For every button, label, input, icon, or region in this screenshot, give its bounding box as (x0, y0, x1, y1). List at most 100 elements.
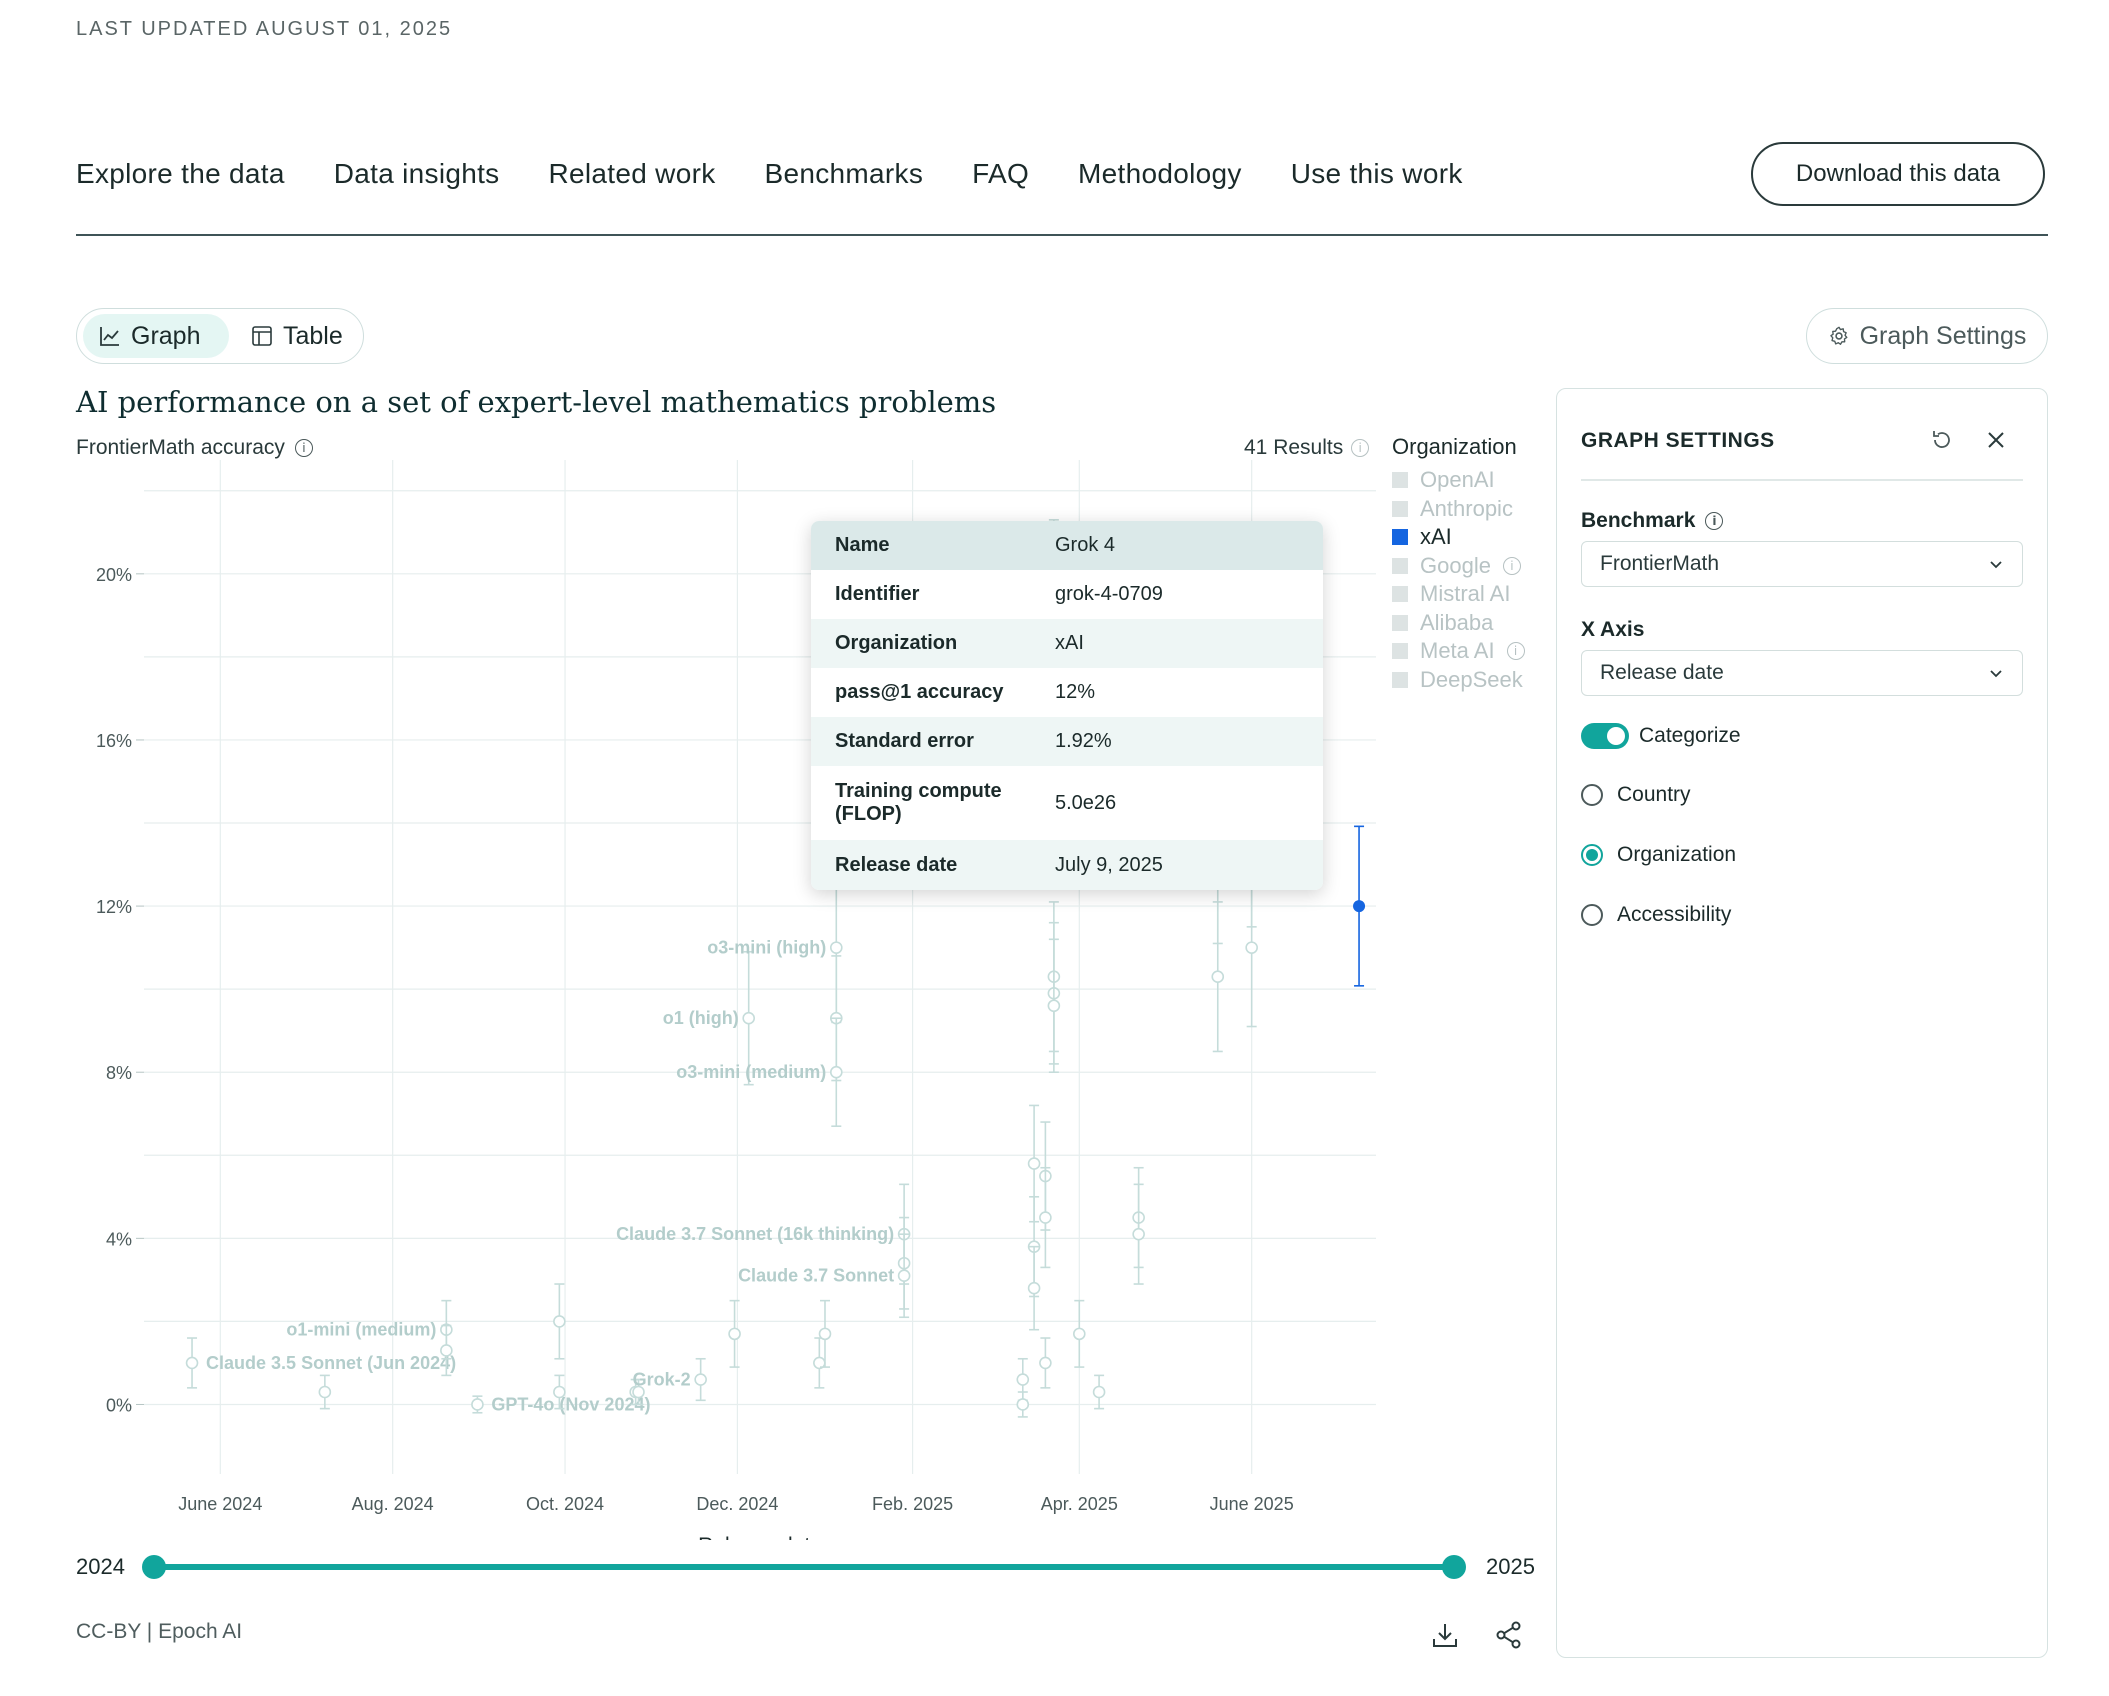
tooltip-row-name: Name Grok 4 (811, 521, 1323, 570)
legend-swatch (1392, 614, 1408, 631)
data-point (1027, 1281, 1041, 1295)
graph-settings-panel: GRAPH SETTINGS Benchmark i FrontierMath … (1556, 388, 2048, 1658)
graph-settings-label: Graph Settings (1859, 321, 2027, 350)
info-icon[interactable]: i (1502, 556, 1521, 575)
nav-benchmarks[interactable]: Benchmarks (764, 158, 924, 189)
panel-title: GRAPH SETTINGS (1581, 429, 1775, 452)
legend-swatch (1392, 643, 1408, 660)
legend-label: OpenAI (1420, 467, 1495, 493)
data-point-label: Claude 3.7 Sonnet (16k thinking) (616, 1224, 894, 1244)
range-min-label: 2024 (76, 1554, 125, 1579)
nav-explore-data[interactable]: Explore the data (76, 158, 285, 189)
download-data-button[interactable]: Download this data (1751, 142, 2045, 206)
x-tick-label: Apr. 2025 (1041, 1494, 1118, 1514)
info-icon[interactable]: i (1705, 512, 1724, 530)
radio-country[interactable]: Country (1581, 783, 1691, 807)
tooltip-row-accuracy: pass@1 accuracy 12% (811, 668, 1323, 717)
data-point-label: Claude 3.7 Sonnet (738, 1266, 894, 1286)
download-icon[interactable] (1430, 1620, 1460, 1650)
results-count: 41 Results i (1244, 436, 1370, 460)
nav-use-this-work[interactable]: Use this work (1290, 158, 1463, 189)
tooltip-key: Training compute (FLOP) (835, 780, 1002, 825)
graph-view-button[interactable]: Graph (83, 314, 229, 358)
legend-swatch (1392, 472, 1408, 489)
tooltip-row-release-date: Release date July 9, 2025 (811, 840, 1323, 890)
data-point-highlight (1353, 900, 1366, 913)
data-point (1073, 1327, 1086, 1341)
main-nav: Explore the data Data insights Related w… (76, 158, 1463, 190)
tooltip-key: Standard error (835, 730, 974, 752)
line-chart-icon (100, 327, 119, 346)
nav-faq[interactable]: FAQ (972, 158, 1030, 189)
data-point-label: Grok-2 (633, 1370, 691, 1390)
radio-label: Organization (1617, 843, 1737, 866)
data-point-label: o1 (high) (663, 1008, 739, 1028)
legend-item[interactable]: Google i (1392, 552, 1525, 581)
table-view-button[interactable]: Table (235, 314, 359, 358)
radio-label: Country (1617, 783, 1691, 806)
chart-subtitle-text: FrontierMath accuracy (76, 436, 285, 459)
radio-indicator (1581, 904, 1603, 926)
tooltip-value: July 9, 2025 (1055, 853, 1163, 876)
legend-label: Google (1420, 552, 1491, 578)
data-point (318, 1385, 332, 1399)
chart-title: AI performance on a set of expert-level … (76, 385, 997, 419)
tooltip-key: Identifier (835, 583, 920, 605)
data-point (1047, 999, 1061, 1013)
share-icon[interactable] (1494, 1620, 1524, 1650)
gear-icon (1829, 326, 1848, 345)
toggle-knob (1607, 727, 1625, 745)
range-min-handle[interactable] (142, 1555, 166, 1579)
x-tick-label: June 2024 (178, 1494, 262, 1514)
x-tick-label: June 2025 (1210, 1494, 1294, 1514)
tooltip-value: 5.0e26 (1055, 791, 1117, 814)
legend-item[interactable]: OpenAI (1392, 466, 1525, 495)
info-icon[interactable]: i (294, 439, 313, 457)
radio-label: Accessibility (1617, 903, 1732, 926)
tooltip-key: Name (835, 534, 890, 556)
x-tick-label: Aug. 2024 (352, 1494, 434, 1514)
reset-icon[interactable] (1929, 427, 1955, 453)
data-point-label: o3-mini (medium) (676, 1062, 826, 1082)
tooltip-row-standard-error: Standard error 1.92% (811, 717, 1323, 766)
nav-data-insights[interactable]: Data insights (333, 158, 500, 189)
radio-accessibility[interactable]: Accessibility (1581, 903, 1731, 927)
radio-organization[interactable]: Organization (1581, 843, 1736, 867)
x-axis-label: X Axis (1581, 618, 1645, 641)
categorize-toggle[interactable]: Categorize (1581, 723, 1741, 749)
legend-item[interactable]: DeepSeek (1392, 666, 1525, 695)
benchmark-label-text: Benchmark (1581, 509, 1696, 532)
legend-item[interactable]: Anthropic (1392, 495, 1525, 524)
range-track[interactable] (154, 1564, 1454, 1570)
nav-methodology[interactable]: Methodology (1078, 158, 1242, 189)
view-toggle: Graph Table (76, 308, 364, 364)
info-icon[interactable]: i (1506, 642, 1525, 661)
legend-label: Anthropic (1420, 495, 1513, 521)
y-tick-label: 4% (106, 1229, 132, 1249)
range-max-handle[interactable] (1442, 1555, 1466, 1579)
legend-title: Organization (1392, 434, 1517, 459)
nav-related-work[interactable]: Related work (548, 158, 716, 189)
legend-item[interactable]: Meta AI i (1392, 637, 1525, 666)
tooltip-key: Release date (835, 853, 958, 876)
legend-item[interactable]: Mistral AI (1392, 580, 1525, 609)
data-point (440, 1344, 453, 1357)
data-tooltip: Name Grok 4 Identifier grok-4-0709 Organiz… (811, 521, 1323, 890)
data-point (471, 1398, 484, 1411)
legend-item[interactable]: xAI (1392, 523, 1525, 552)
graph-settings-button[interactable]: Graph Settings (1806, 308, 2048, 364)
legend-label: DeepSeek (1420, 666, 1523, 692)
x-axis-select[interactable]: Release date (1581, 650, 2023, 696)
legend-label: Mistral AI (1420, 581, 1511, 607)
info-icon[interactable]: i (1351, 439, 1370, 457)
y-tick-label: 12% (96, 897, 132, 917)
tooltip-value: xAI (1055, 632, 1084, 654)
tooltip-value: Grok 4 (1055, 534, 1116, 556)
tooltip-value: 1.92% (1055, 730, 1112, 752)
data-point (553, 1315, 566, 1328)
panel-divider (1581, 479, 2023, 481)
data-point (185, 1356, 199, 1370)
benchmark-select[interactable]: FrontierMath (1581, 541, 2023, 587)
legend-item[interactable]: Alibaba (1392, 609, 1525, 638)
close-icon[interactable] (1983, 427, 2009, 453)
